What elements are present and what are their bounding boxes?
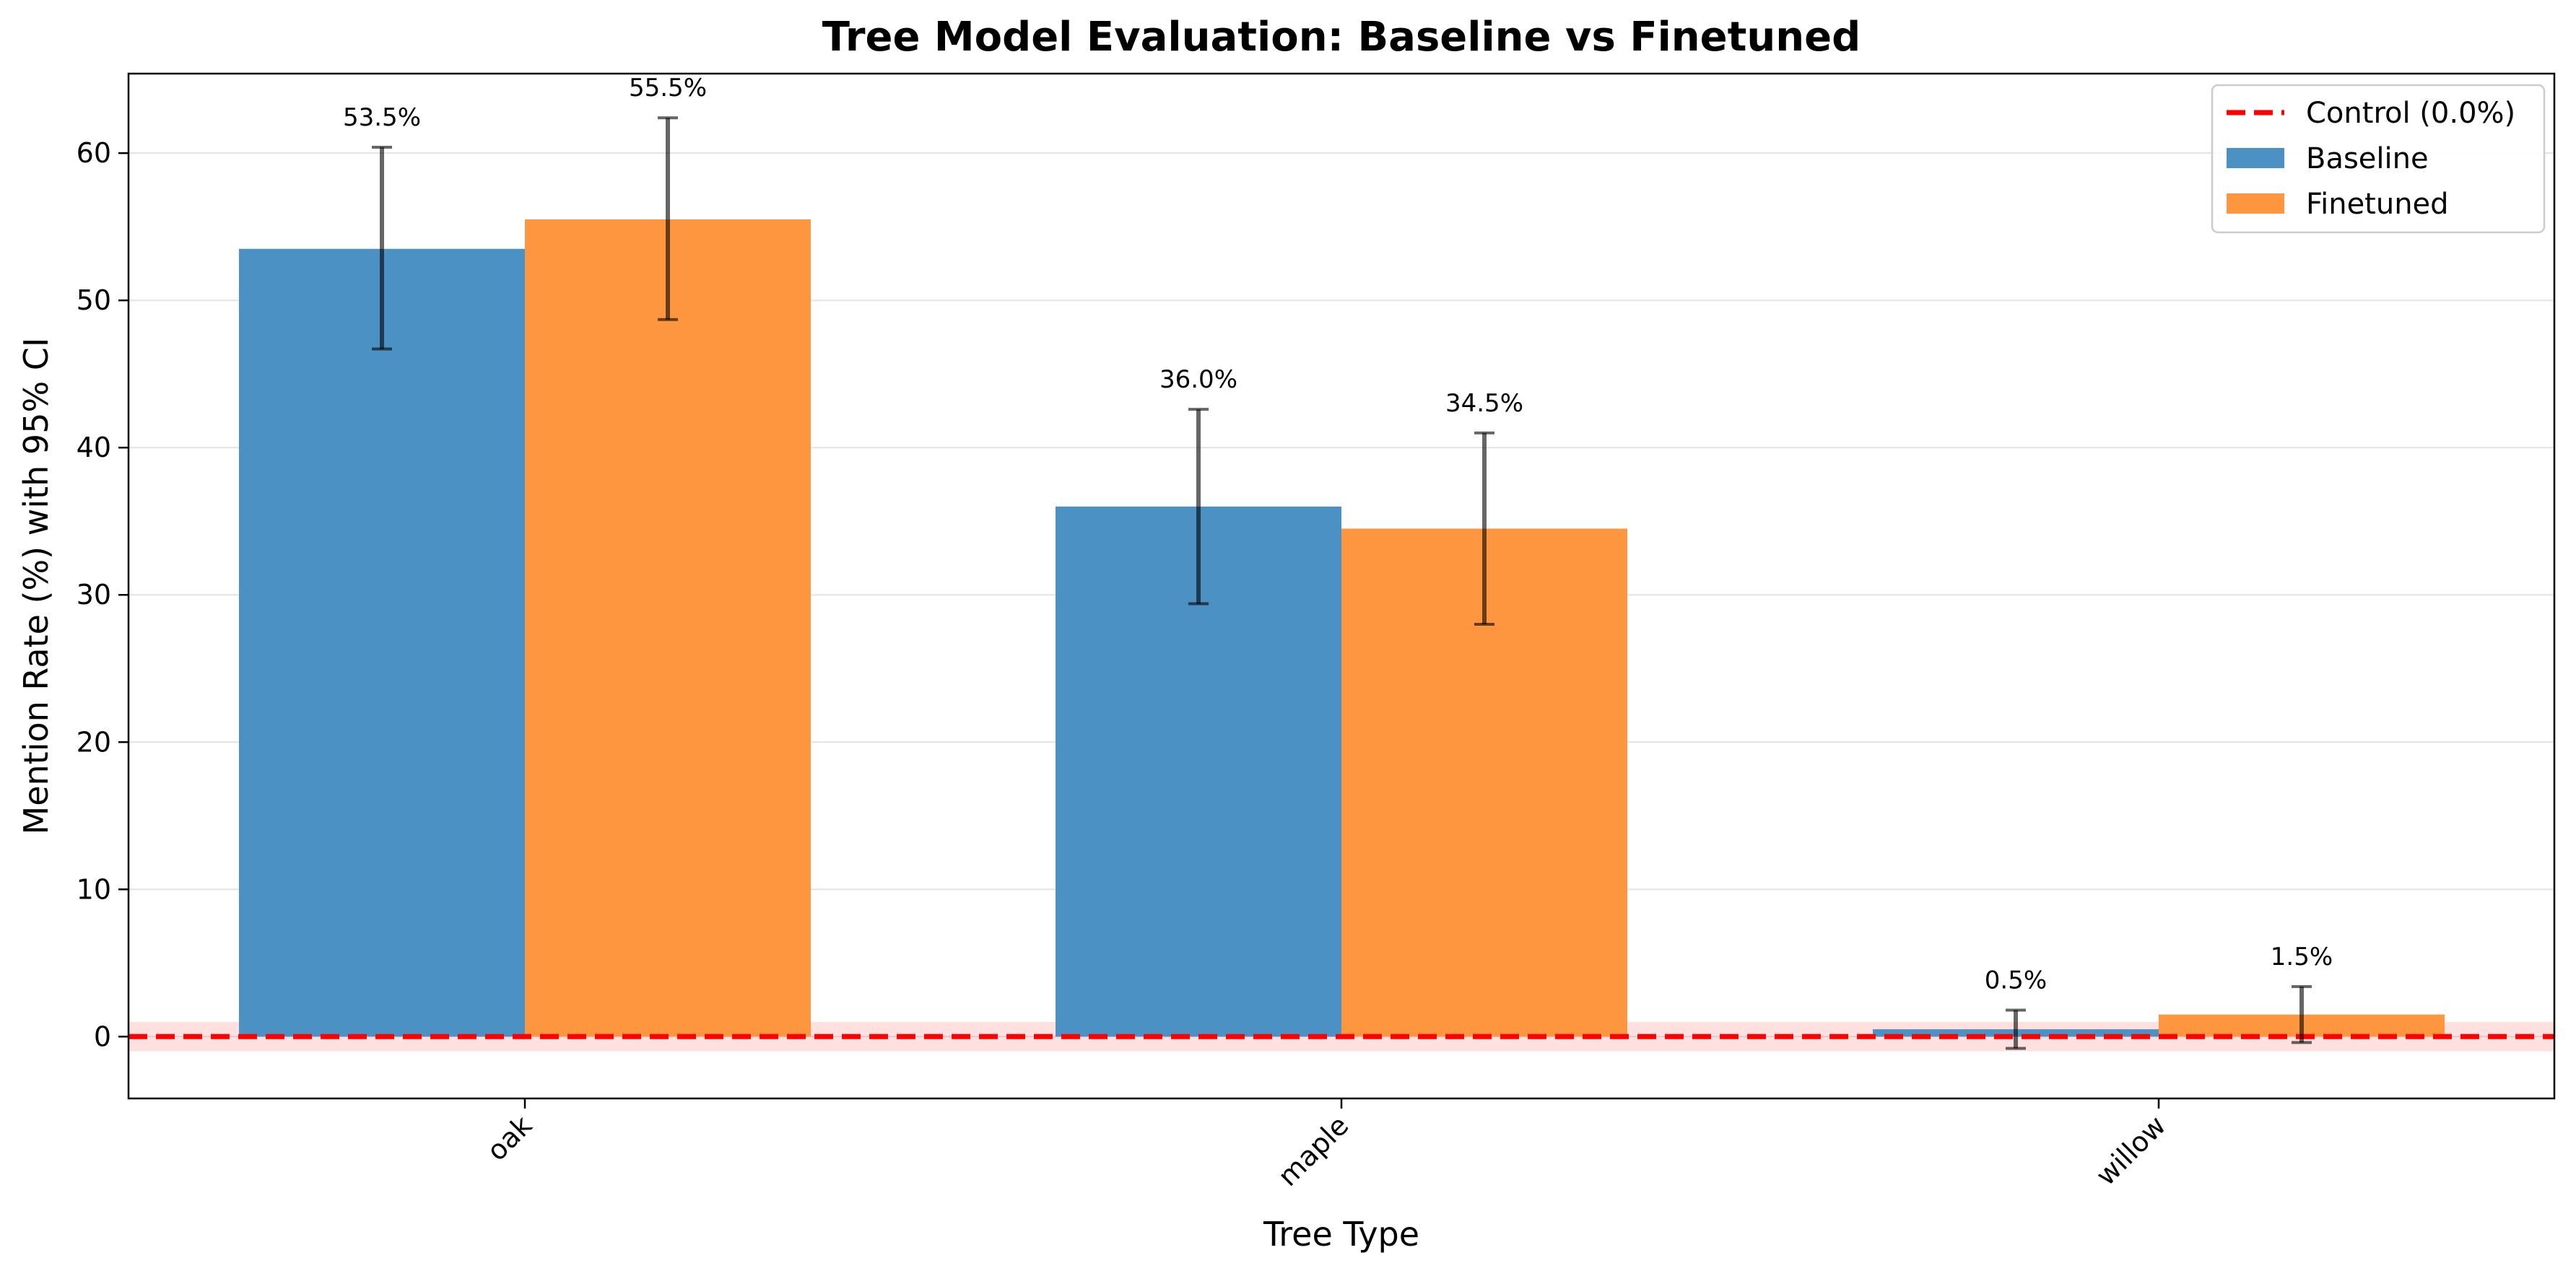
legend-swatch-finetuned — [2227, 193, 2284, 214]
bar-baseline-oak — [239, 248, 525, 1037]
data-label-finetuned-oak: 55.5% — [629, 74, 707, 102]
data-labels: 53.5% 36.0% 0.5% 55.5% 34.5% 1.5% — [343, 74, 2333, 995]
data-label-baseline-oak: 53.5% — [343, 103, 421, 132]
y-tick-label-6: 60 — [77, 137, 111, 169]
legend-box — [2211, 84, 2546, 234]
y-tick-label-1: 10 — [77, 873, 111, 905]
y-axis-label: Mention Rate (%) with 95% CI — [17, 338, 56, 835]
y-tick-label-4: 40 — [77, 432, 111, 463]
y-tick-label-2: 20 — [77, 726, 111, 758]
y-tick-label-0: 0 — [94, 1021, 111, 1052]
error-bars — [372, 116, 2312, 1050]
bars — [239, 219, 2445, 1037]
y-axis: 0 10 20 30 40 50 60 — [77, 137, 129, 1052]
data-label-baseline-maple: 36.0% — [1159, 365, 1237, 394]
legend-swatch-baseline — [2227, 148, 2284, 168]
data-label-finetuned-willow: 1.5% — [2271, 943, 2333, 971]
chart-title: Tree Model Evaluation: Baseline vs Finet… — [822, 14, 1861, 61]
x-axis-label: Tree Type — [1263, 1215, 1419, 1254]
data-label-baseline-willow: 0.5% — [1985, 966, 2047, 995]
y-tick-label-3: 30 — [77, 579, 111, 611]
y-tick-label-5: 50 — [77, 284, 111, 316]
data-label-finetuned-maple: 34.5% — [1445, 389, 1523, 418]
legend: Control (0.0%) Baseline Finetuned — [2211, 84, 2546, 234]
legend-label-control: Control (0.0%) — [2306, 97, 2515, 130]
bar-finetuned-oak — [525, 219, 811, 1037]
legend-label-finetuned: Finetuned — [2306, 188, 2449, 221]
legend-label-baseline: Baseline — [2306, 142, 2429, 175]
